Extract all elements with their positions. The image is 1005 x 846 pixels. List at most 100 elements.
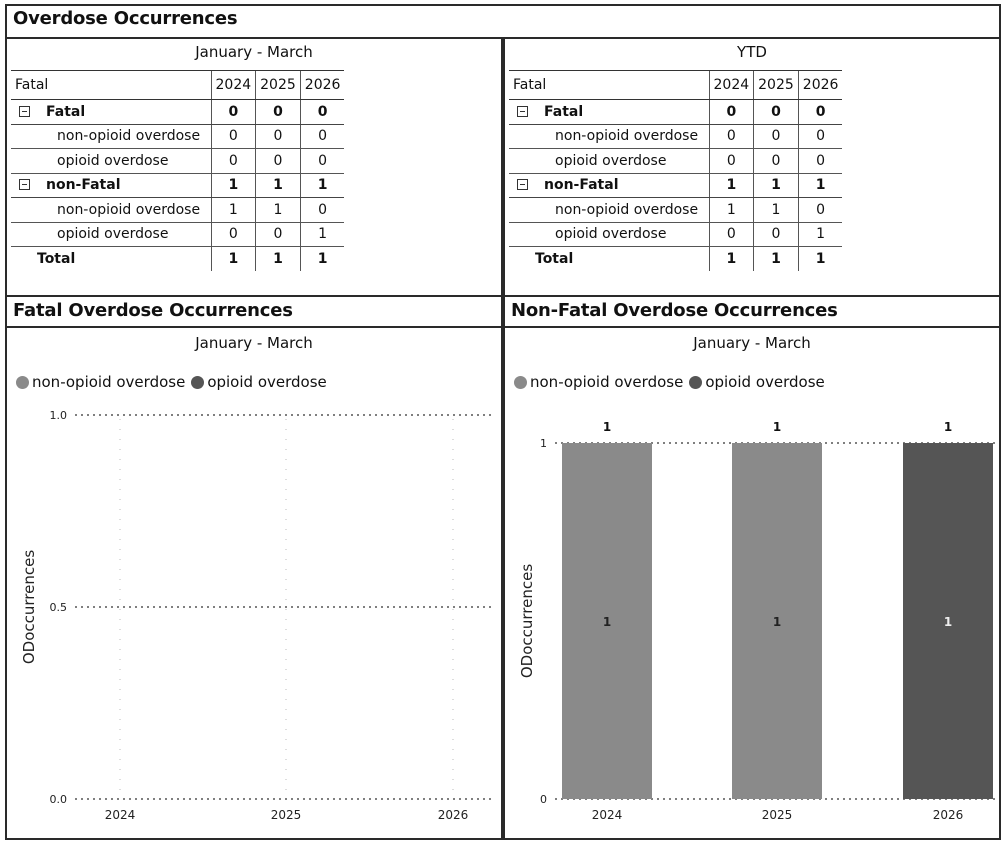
matrix-row-label: opioid overdose (509, 222, 709, 247)
matrix-year-header[interactable]: 2025 (255, 70, 301, 100)
x-tick-label: 2025 (762, 808, 793, 822)
matrix-row: opioid overdose 0 0 0 (11, 148, 345, 174)
legend-label-non-opioid: non-opioid overdose (530, 373, 684, 391)
matrix-cell: 0 (753, 148, 799, 174)
matrix-cell: 0 (299, 124, 345, 149)
matrix-cell: 0 (210, 148, 256, 174)
matrix-row: non-opioid overdose 0 0 0 (509, 124, 843, 149)
chart-panel-fatal (5, 295, 503, 840)
matrix-group-row: non-Fatal 1 1 1 (11, 173, 345, 198)
group-label-text: non-Fatal (544, 177, 619, 194)
x-tick-label: 2026 (438, 808, 469, 822)
matrix-header-row: Fatal 2024 2025 2026 (11, 70, 345, 100)
legend-dot-non-opioid (16, 375, 29, 389)
matrix-total-value: 1 (708, 246, 754, 271)
matrix-cell: 1 (753, 197, 799, 223)
matrix-cell: 0 (797, 197, 843, 223)
matrix-cell: 1 (255, 197, 301, 223)
matrix-year-header[interactable]: 2024 (210, 70, 256, 100)
table-subtitle-ytd: YTD (737, 43, 767, 61)
matrix-cell: 1 (210, 197, 256, 223)
matrix-group-value: 0 (210, 99, 256, 125)
chart-subtitle-nonfatal: January - March (693, 334, 811, 352)
matrix-row: non-opioid overdose 0 0 0 (11, 124, 345, 149)
collapse-icon[interactable] (19, 179, 30, 191)
matrix-cell: 0 (210, 124, 256, 149)
chart-legend-fatal: non-opioid overdose opioid overdose (16, 373, 333, 391)
matrix-cell: 1 (708, 197, 754, 223)
y-tick-label: 1 (540, 437, 547, 450)
fatal-chart-plot: ODoccurrences 0.0 0.5 1.0 2024 2025 2026 (20, 409, 495, 822)
matrix-year-header[interactable]: 2024 (708, 70, 754, 100)
legend-dot-opioid (689, 375, 703, 389)
matrix-group-value: 1 (299, 173, 345, 198)
chart-title-divider (5, 326, 1001, 328)
matrix-row: opioid overdose 0 0 1 (11, 222, 345, 247)
matrix-group-row: Fatal 0 0 0 (11, 99, 345, 125)
matrix-cell: 0 (708, 124, 754, 149)
matrix-group-row: non-Fatal 1 1 1 (509, 173, 843, 198)
chart-title-nonfatal: Non-Fatal Overdose Occurrences (511, 300, 838, 321)
collapse-icon[interactable] (517, 179, 528, 191)
matrix-cell: 0 (210, 222, 256, 247)
matrix-cell: 0 (797, 124, 843, 149)
legend-item-non-opioid[interactable]: non-opioid overdose (514, 373, 683, 391)
table-subtitle-jan-mar: January - March (195, 43, 313, 61)
legend-item-opioid[interactable]: opioid overdose (689, 373, 825, 391)
matrix-cell: 0 (753, 222, 799, 247)
matrix-total-value: 1 (299, 246, 345, 271)
x-tick-label: 2024 (105, 808, 136, 822)
matrix-header-row: Fatal 2024 2025 2026 (509, 70, 843, 100)
matrix-cell: 0 (255, 124, 301, 149)
bar-data-label: 1 (603, 615, 611, 629)
bar-non-opioid-2024[interactable] (562, 443, 652, 799)
matrix-total-label: Total (37, 251, 76, 267)
matrix-year-header[interactable]: 2026 (797, 70, 843, 100)
collapse-icon[interactable] (517, 105, 528, 117)
y-tick-label: 0.0 (50, 793, 68, 806)
matrix-total-label: Total (535, 251, 574, 267)
matrix-group-label: non-Fatal (509, 173, 709, 198)
legend-dot-non-opioid (514, 375, 527, 389)
legend-item-opioid[interactable]: opioid overdose (191, 373, 327, 391)
page-title: Overdose Occurrences (13, 8, 238, 29)
matrix-year-header[interactable]: 2026 (299, 70, 345, 100)
bar-non-opioid-2025[interactable] (732, 443, 822, 799)
matrix-cell: 1 (299, 222, 345, 247)
matrix-total-value: 1 (797, 246, 843, 271)
matrix-group-label: Fatal (11, 99, 211, 125)
matrix-cell: 0 (708, 148, 754, 174)
matrix-header-label[interactable]: Fatal (509, 70, 709, 100)
matrix-total-value: 1 (753, 246, 799, 271)
matrix-total-row: Total 1 1 1 (11, 246, 345, 271)
bar-opioid-2026[interactable] (903, 443, 993, 799)
matrix-row-label: opioid overdose (509, 148, 709, 174)
matrix-row: non-opioid overdose 1 1 0 (509, 197, 843, 223)
matrix-group-label: Fatal (509, 99, 709, 125)
y-tick-label: 0.5 (50, 601, 68, 614)
y-axis-title: ODoccurrences (20, 550, 38, 664)
matrix-group-value: 1 (708, 173, 754, 198)
collapse-icon[interactable] (19, 105, 30, 117)
matrix-total-row: Total 1 1 1 (509, 246, 843, 271)
legend-label-non-opioid: non-opioid overdose (32, 373, 186, 391)
matrix-total-value: 1 (210, 246, 256, 271)
x-tick-label: 2024 (592, 808, 623, 822)
matrix-header-label[interactable]: Fatal (11, 70, 211, 100)
matrix-year-header[interactable]: 2025 (753, 70, 799, 100)
matrix-cell: 0 (255, 222, 301, 247)
legend-label-opioid: opioid overdose (207, 373, 327, 391)
legend-item-non-opioid[interactable]: non-opioid overdose (16, 373, 185, 391)
matrix-row-label: non-opioid overdose (11, 124, 211, 149)
group-label-text: Fatal (544, 103, 584, 120)
legend-label-opioid: opioid overdose (705, 373, 825, 391)
matrix-table-jan-mar: Fatal 2024 2025 2026 Fatal 0 0 0 non-opioid over… (11, 70, 345, 271)
matrix-row: opioid overdose 0 0 1 (509, 222, 843, 247)
matrix-row: non-opioid overdose 1 1 0 (11, 197, 345, 223)
bar-total-label: 1 (603, 420, 611, 434)
y-tick-label: 0 (540, 793, 547, 806)
matrix-cell: 0 (753, 124, 799, 149)
matrix-row-label: non-opioid overdose (11, 197, 211, 223)
matrix-group-value: 0 (753, 99, 799, 125)
matrix-group-value: 0 (708, 99, 754, 125)
